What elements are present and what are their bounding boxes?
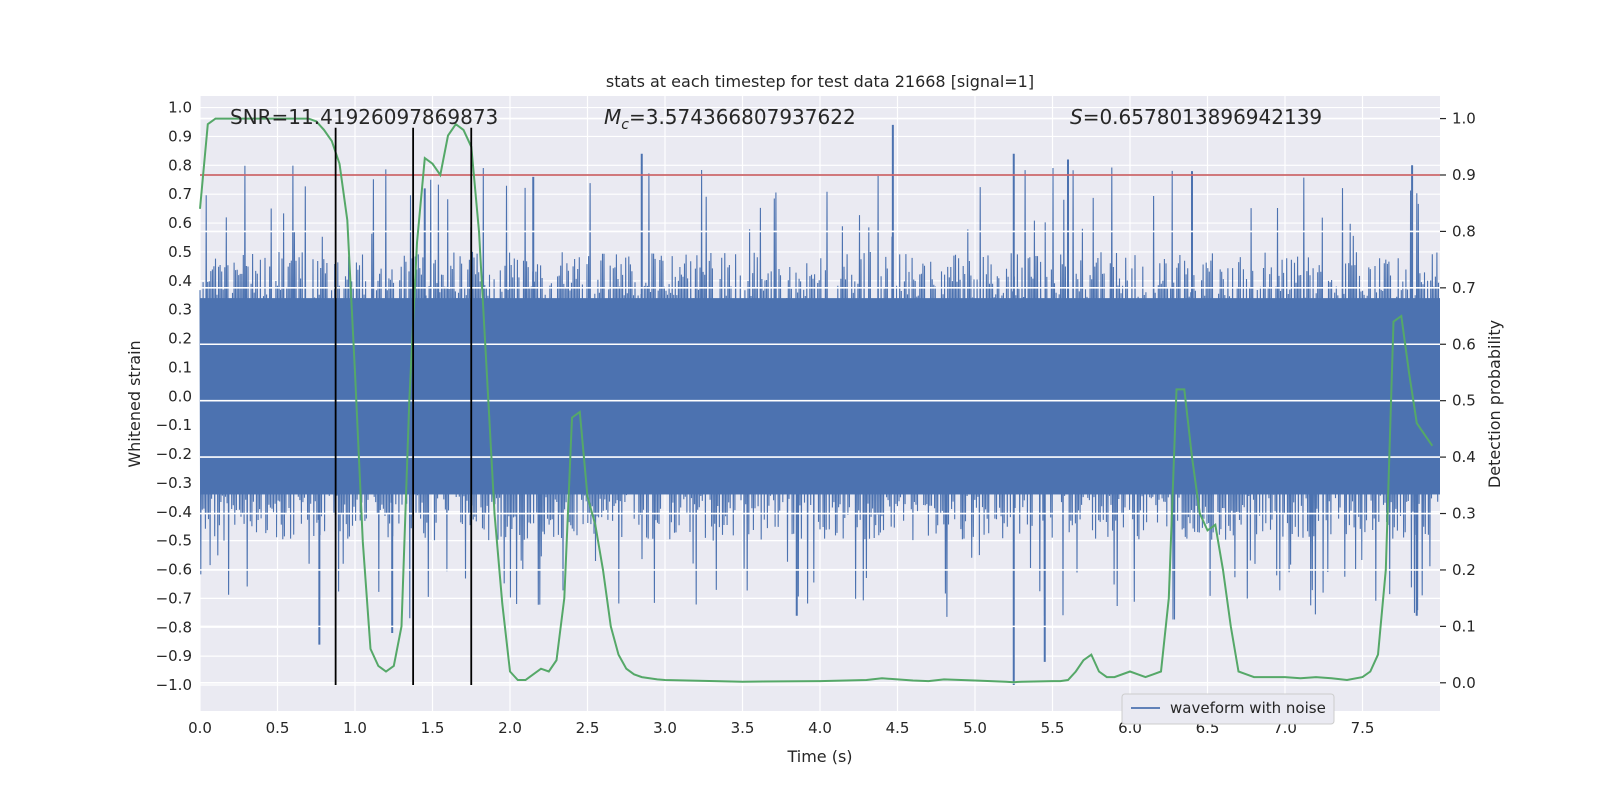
- snr-annotation: SNR=11.41926097869873: [230, 105, 498, 129]
- right-tick-label: 0.0: [1452, 674, 1476, 692]
- x-tick-label: 3.0: [653, 719, 677, 737]
- right-tick-label: 1.0: [1452, 110, 1476, 128]
- x-tick-label: 5.5: [1041, 719, 1065, 737]
- x-tick-label: 1.5: [421, 719, 445, 737]
- left-tick-label: 0.9: [168, 127, 192, 145]
- s-symbol: S: [1070, 105, 1083, 129]
- left-tick-label: 0.6: [168, 214, 192, 232]
- left-tick-label: 1.0: [168, 99, 192, 117]
- x-tick-label: 4.0: [808, 719, 832, 737]
- left-tick-label: 0.3: [168, 301, 192, 319]
- left-tick-label: −0.9: [156, 647, 192, 665]
- left-axis-ticks: 1.0 0.9 0.8 0.7 0.6 0.5 0.4 0.3 0.2 0.1 0.0 −0.1 −0.…: [156, 99, 192, 694]
- right-tick-label: 0.7: [1452, 279, 1476, 297]
- right-tick-label: 0.2: [1452, 561, 1476, 579]
- chirp-mass-subscript: c: [621, 117, 629, 133]
- right-tick-label: 0.9: [1452, 166, 1476, 184]
- right-tick-label: 0.4: [1452, 448, 1476, 466]
- detection-probability-line: [199, 117, 1434, 684]
- legend-box: [1121, 693, 1335, 725]
- left-tick-label: −1.0: [156, 676, 192, 694]
- x-tick-label: 5.0: [963, 719, 987, 737]
- x-axis-label: Time (s): [786, 747, 852, 766]
- right-tick-label: 0.3: [1452, 505, 1476, 523]
- right-tick-label: 0.1: [1452, 617, 1476, 635]
- left-tick-label: 0.1: [168, 358, 192, 376]
- left-tick-label: −0.1: [156, 416, 192, 434]
- x-tick-label: 3.5: [731, 719, 755, 737]
- left-axis-label: Whitened strain: [125, 340, 144, 467]
- legend: waveform with noise: [1121, 693, 1335, 725]
- legend-label: waveform with noise: [1170, 699, 1326, 717]
- x-tick-label: 0.0: [188, 719, 212, 737]
- x-tick-label: 1.0: [343, 719, 367, 737]
- chirp-mass-symbol: M: [604, 105, 621, 129]
- chirp-mass-annotation: Mc=3.574366807937622: [604, 105, 856, 133]
- left-tick-label: 0.2: [168, 330, 192, 348]
- right-axis-label: Detection probability: [1485, 320, 1504, 488]
- s-value: =0.6578013896942139: [1083, 105, 1322, 129]
- chart-title: stats at each timestep for test data 216…: [606, 72, 1034, 91]
- waveform-core-band: [200, 298, 1440, 495]
- grid-overlay: [200, 117, 1440, 684]
- left-tick-label: 0.4: [168, 272, 192, 290]
- left-tick-label: −0.7: [156, 589, 192, 607]
- overlay-layer: [199, 117, 1440, 686]
- left-tick-label: −0.5: [156, 532, 192, 550]
- left-tick-label: −0.3: [156, 474, 192, 492]
- right-tick-label: 0.5: [1452, 392, 1476, 410]
- chirp-mass-value: =3.574366807937622: [629, 105, 856, 129]
- left-tick-label: −0.2: [156, 445, 192, 463]
- left-tick-label: 0.5: [168, 243, 192, 261]
- x-tick-label: 4.5: [886, 719, 910, 737]
- x-tick-label: 7.5: [1351, 719, 1375, 737]
- s-annotation: S=0.6578013896942139: [1070, 105, 1322, 129]
- x-tick-label: 2.0: [498, 719, 522, 737]
- x-tick-label: 0.5: [266, 719, 290, 737]
- x-axis-ticks: 0.0 0.5 1.0 1.5 2.0 2.5 3.0 3.5 4.0 4.5 5.0 5.5 6.0 6…: [188, 719, 1374, 737]
- left-tick-label: 0.0: [168, 387, 192, 405]
- left-tick-label: 0.7: [168, 185, 192, 203]
- right-tick-label: 0.8: [1452, 222, 1476, 240]
- right-tick-label: 0.6: [1452, 335, 1476, 353]
- left-tick-label: −0.6: [156, 561, 192, 579]
- left-tick-label: −0.8: [156, 618, 192, 636]
- x-tick-label: 2.5: [576, 719, 600, 737]
- left-tick-label: 0.8: [168, 156, 192, 174]
- left-tick-label: −0.4: [156, 503, 192, 521]
- right-axis-ticks: 1.0 0.9 0.8 0.7 0.6 0.5 0.4 0.3 0.2 0.1 0.0: [1440, 110, 1476, 692]
